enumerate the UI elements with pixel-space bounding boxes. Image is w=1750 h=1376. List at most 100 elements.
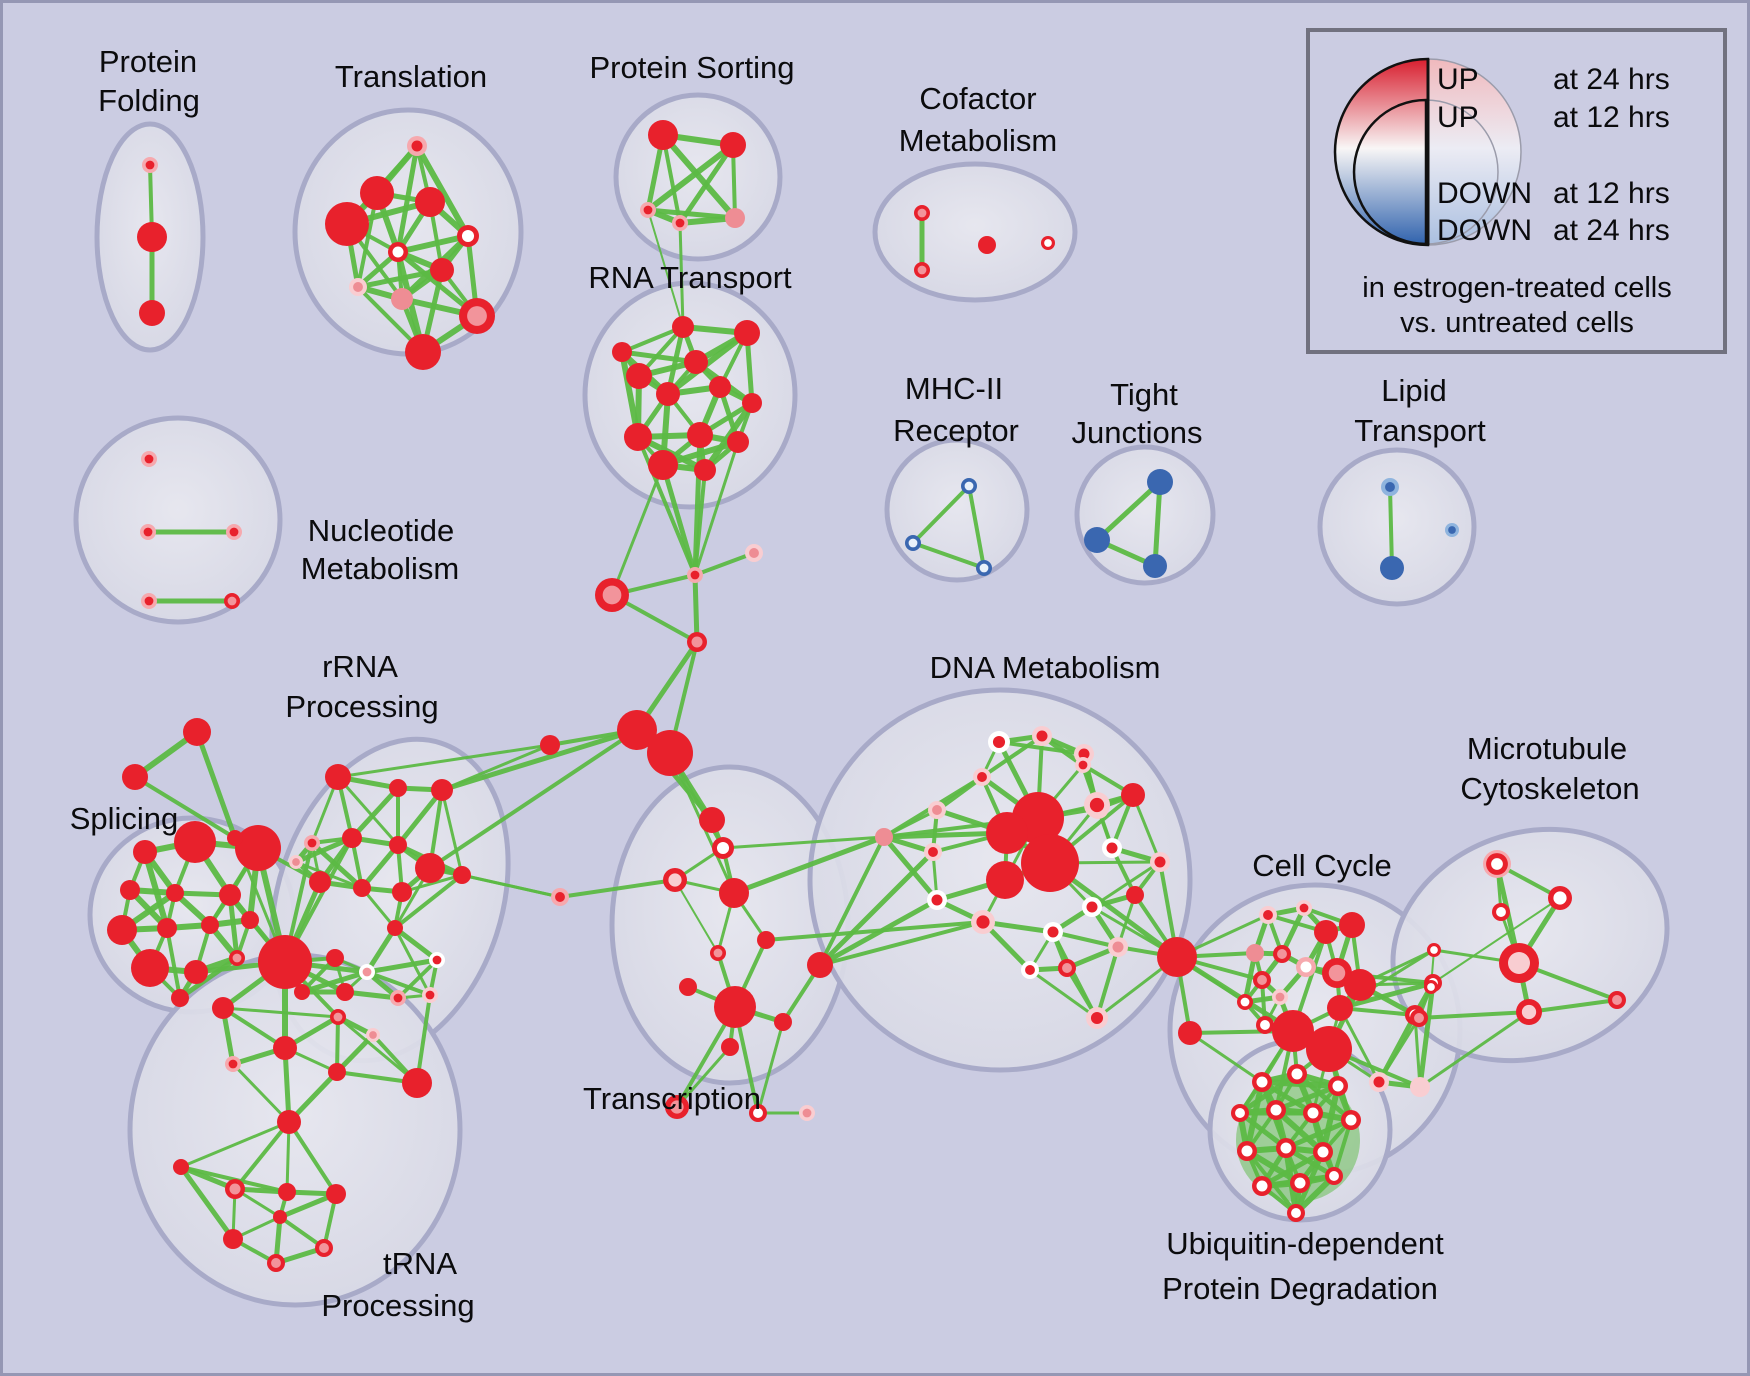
legend-time-label: at 24 hrs — [1553, 63, 1670, 96]
interaction-edge — [674, 879, 719, 954]
gene-node — [721, 1038, 739, 1056]
gene-node — [342, 828, 362, 848]
interaction-edge — [619, 349, 699, 365]
gene-node — [648, 450, 678, 480]
interaction-edge — [558, 878, 677, 899]
gene-node — [1075, 757, 1091, 773]
interaction-edge — [1028, 968, 1099, 1020]
gene-node — [1276, 1138, 1296, 1158]
gene-node — [712, 837, 734, 859]
interaction-edge — [282, 1045, 292, 1125]
gene-node — [1147, 469, 1173, 495]
interaction-edge — [1388, 485, 1394, 570]
gene-node — [1339, 912, 1365, 938]
gene-node — [1499, 943, 1539, 983]
gene-node — [757, 931, 775, 949]
interaction-edge — [336, 743, 552, 779]
gene-node — [1246, 944, 1264, 962]
interaction-edge — [980, 734, 1044, 779]
gene-node — [131, 949, 169, 987]
gene-node — [1303, 1103, 1323, 1123]
gene-node — [122, 764, 148, 790]
gene-node — [624, 423, 652, 451]
gene-node — [389, 779, 407, 797]
gene-node — [672, 316, 694, 338]
gene-node — [1058, 959, 1076, 977]
gene-node — [978, 236, 996, 254]
cluster-label-lipid-transport: Transport — [1354, 413, 1486, 448]
gene-node — [1445, 523, 1459, 537]
cluster-label-cofactor-metabolism: Cofactor — [919, 81, 1036, 116]
interaction-edge — [336, 775, 400, 847]
interaction-edge — [393, 873, 464, 930]
interaction-edge — [619, 349, 641, 440]
gene-node — [107, 915, 137, 945]
interaction-edge — [1094, 479, 1163, 543]
interaction-edge — [660, 132, 738, 221]
gene-node — [1296, 900, 1312, 916]
gene-node — [133, 840, 157, 864]
interaction-edge — [335, 1015, 340, 1074]
gene-node — [1178, 1021, 1202, 1045]
gene-node — [142, 157, 158, 173]
gene-node — [422, 987, 438, 1003]
interaction-edge — [645, 142, 736, 213]
gene-node — [1410, 1077, 1430, 1097]
gene-node — [617, 710, 657, 750]
gene-node — [273, 1210, 287, 1224]
gene-node — [140, 524, 156, 540]
gene-node — [1427, 943, 1441, 957]
gene-node — [224, 593, 240, 609]
gene-node — [1483, 850, 1511, 878]
gene-node — [640, 202, 656, 218]
gene-node — [184, 960, 208, 984]
cluster-label-protein-sorting: Protein Sorting — [589, 50, 794, 85]
interaction-edge — [1152, 479, 1163, 569]
gene-node — [227, 830, 243, 846]
gene-node — [905, 535, 921, 551]
legend-time-label: at 12 hrs — [1553, 177, 1670, 210]
interaction-edge — [1259, 1079, 1341, 1089]
interaction-edge — [277, 1191, 339, 1220]
gene-node — [924, 843, 942, 861]
cluster-label-trna-processing: tRNA — [383, 1246, 457, 1281]
gene-node — [304, 835, 320, 851]
legend-time-label: at 12 hrs — [1553, 101, 1670, 134]
interaction-edge — [1432, 897, 1561, 984]
interaction-edge — [428, 866, 562, 899]
interaction-edge — [721, 835, 886, 850]
interaction-edge — [1417, 1010, 1531, 1020]
interaction-edge — [359, 842, 401, 891]
gene-node — [328, 1063, 346, 1081]
gene-node — [1102, 838, 1122, 858]
gene-node — [1253, 971, 1271, 989]
interaction-edge — [610, 463, 665, 597]
interaction-edge — [911, 484, 971, 545]
gene-node — [665, 1095, 689, 1119]
interaction-edge — [365, 970, 432, 997]
interaction-edge — [675, 1045, 732, 1109]
interaction-edge — [287, 1120, 338, 1196]
gene-node — [273, 1036, 297, 1060]
gene-node — [687, 422, 713, 448]
gene-node — [360, 176, 394, 210]
gene-node — [1381, 478, 1399, 496]
interaction-edge — [178, 1164, 236, 1242]
interaction-edge — [414, 143, 471, 239]
gene-node — [325, 764, 351, 790]
gene-node — [1126, 886, 1144, 904]
interaction-edge — [364, 925, 398, 975]
gene-node — [799, 1105, 815, 1121]
interaction-edge — [693, 440, 740, 577]
gene-node — [141, 593, 157, 609]
gene-node — [1325, 1167, 1343, 1185]
gene-node — [745, 544, 763, 562]
cluster-label-rrna-processing: rRNA — [322, 649, 398, 684]
gene-node — [687, 632, 707, 652]
gene-node — [219, 884, 241, 906]
gene-node — [973, 768, 991, 786]
gene-node — [1252, 1072, 1272, 1092]
interaction-edge — [817, 849, 936, 968]
interaction-edge — [756, 1020, 785, 1115]
